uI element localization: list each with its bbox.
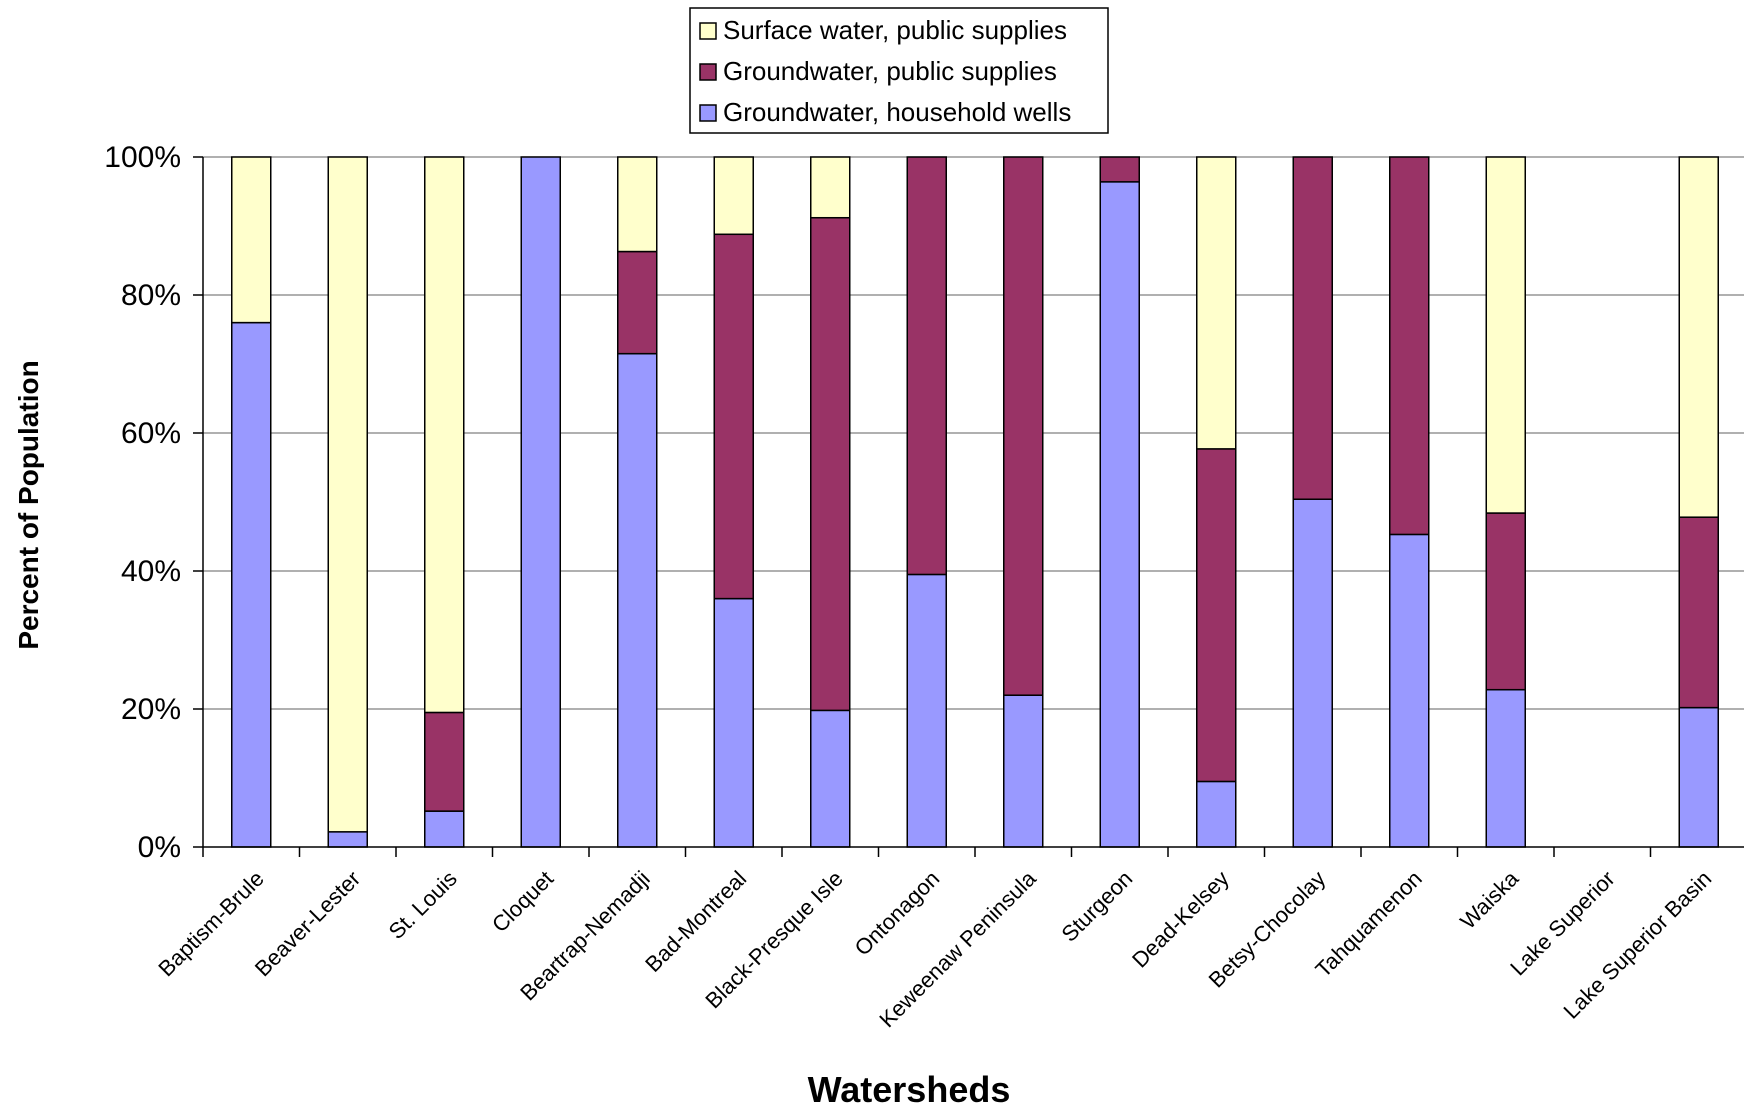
y-tick-label: 60%: [121, 417, 181, 450]
bar-segment: [810, 156, 851, 219]
bar-segment: [1003, 694, 1044, 848]
y-tick-label: 80%: [121, 279, 181, 312]
bar-segment: [520, 156, 561, 848]
bar-segment: [713, 597, 754, 848]
bar-segment: [1099, 156, 1140, 183]
legend-label: Surface water, public supplies: [723, 15, 1067, 45]
axes: [193, 156, 1744, 857]
bar-segment: [1196, 780, 1237, 848]
x-axis-title: Watersheds: [808, 1069, 1011, 1110]
bar-segment: [713, 233, 754, 600]
y-tick-labels: 0% 20% 40% 60% 80% 100%: [104, 141, 181, 864]
y-axis-title: Percent of Population: [13, 360, 44, 649]
bar-segment: [906, 573, 947, 848]
legend-swatch: [699, 63, 717, 81]
legend-swatch: [699, 104, 717, 122]
bar-segment: [1485, 156, 1526, 514]
bar-segment: [1678, 156, 1719, 518]
legend-box: [689, 7, 1109, 134]
x-tick-label: Sturgeon: [1056, 866, 1137, 947]
legend: Surface water, public supplies Groundwate…: [689, 7, 1109, 134]
legend-swatch: [699, 22, 717, 40]
bar-segment: [424, 156, 465, 714]
bar-segment: [1389, 156, 1430, 536]
x-tick-label: Keweenaw Peninsula: [874, 865, 1041, 1032]
bar-segment: [1485, 688, 1526, 848]
legend-label: Groundwater, public supplies: [723, 56, 1057, 86]
bar-segment: [810, 216, 851, 712]
x-tick-label: St. Louis: [384, 866, 462, 944]
bar-segment: [1003, 156, 1044, 696]
x-tick-label: Ontonagon: [850, 866, 945, 961]
bar-segment: [617, 250, 658, 355]
bar-segment: [713, 156, 754, 236]
bar-segment: [1196, 448, 1237, 783]
bar-segment: [617, 352, 658, 848]
bar-segment: [424, 810, 465, 848]
bar-segment: [1292, 498, 1333, 848]
legend-label: Groundwater, household wells: [723, 97, 1071, 127]
bars: [231, 156, 1719, 848]
bar-segment: [1678, 516, 1719, 709]
bar-segment: [906, 156, 947, 576]
x-tick-label: Dead-Kelsey: [1127, 866, 1234, 973]
bar-segment: [1196, 156, 1237, 450]
y-tick-label: 100%: [104, 141, 181, 174]
bar-segment: [424, 711, 465, 812]
x-tick-label: Waiska: [1455, 865, 1524, 934]
y-tick-label: 40%: [121, 555, 181, 588]
bar-segment: [1099, 181, 1140, 848]
bar-segment: [1292, 156, 1333, 500]
bar-segment: [617, 156, 658, 253]
bar-segment: [231, 321, 272, 848]
y-tick-label: 0%: [138, 831, 181, 864]
y-tick-label: 20%: [121, 693, 181, 726]
bar-segment: [231, 156, 272, 324]
bar-segment: [1485, 512, 1526, 691]
bar-segment: [327, 831, 368, 848]
bar-segment: [810, 709, 851, 848]
x-tick-label: Cloquet: [487, 866, 558, 937]
bar-segment: [327, 156, 368, 833]
bar-segment: [1389, 533, 1430, 848]
bar-segment: [1678, 706, 1719, 848]
